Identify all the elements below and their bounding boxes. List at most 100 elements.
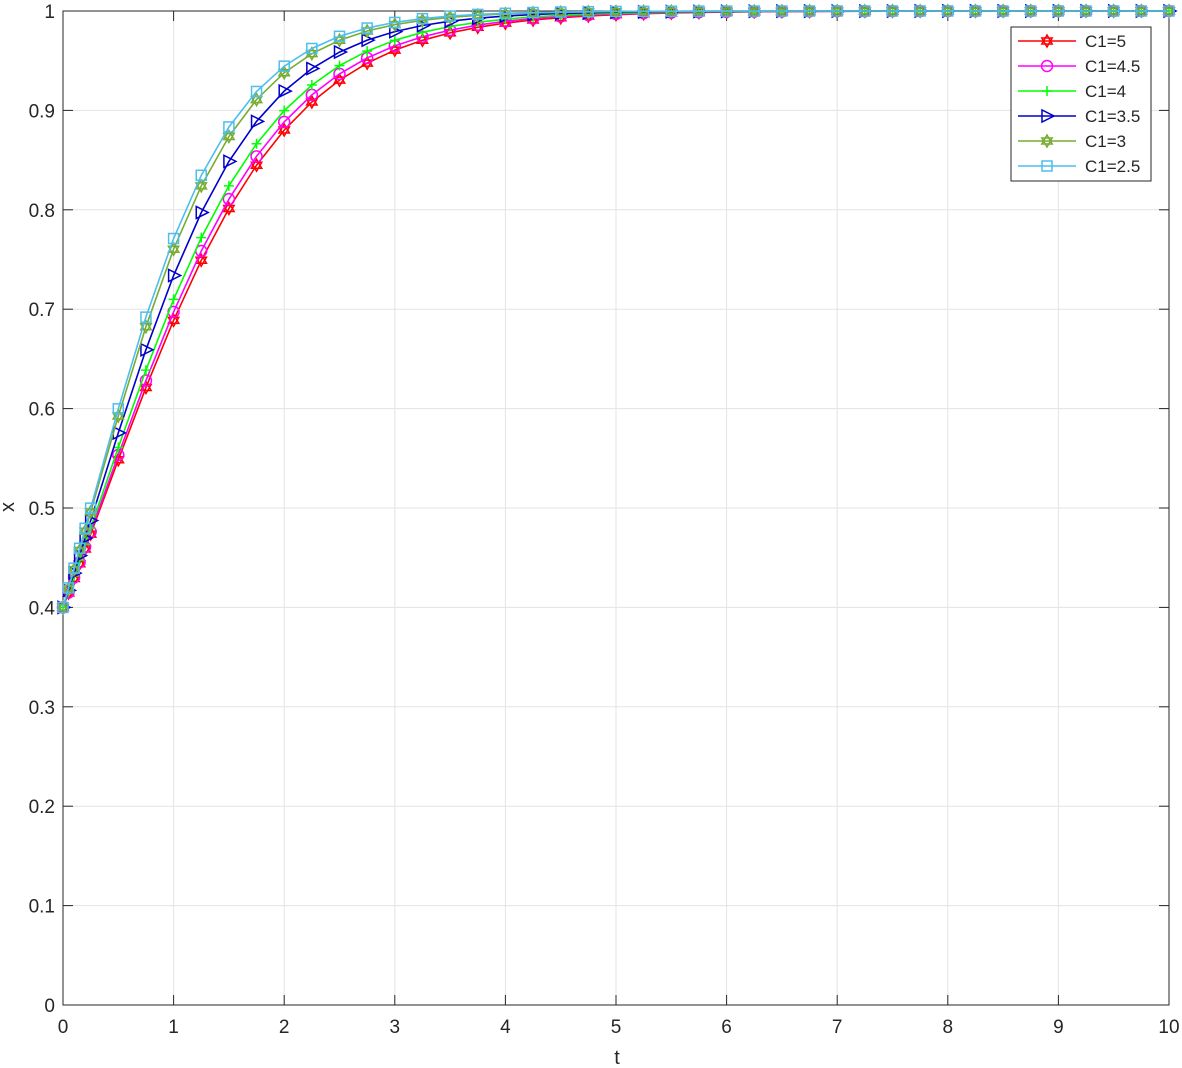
data-point xyxy=(250,92,264,104)
data-point xyxy=(306,61,321,76)
data-point xyxy=(277,68,291,81)
data-point xyxy=(472,8,484,21)
data-point xyxy=(112,403,125,415)
data-point xyxy=(333,76,346,88)
data-point xyxy=(360,59,374,71)
data-point xyxy=(111,452,125,464)
data-point xyxy=(1025,5,1037,17)
data-point xyxy=(664,3,678,16)
y-tick-label: 0.2 xyxy=(29,797,55,818)
data-point xyxy=(222,128,236,141)
y-tick-label: 0.9 xyxy=(29,101,55,122)
legend-label: C1=3 xyxy=(1085,132,1126,151)
y-tick-label: 0.6 xyxy=(29,400,55,421)
data-point xyxy=(56,599,70,612)
data-point xyxy=(582,5,595,18)
data-point xyxy=(498,6,512,18)
data-point xyxy=(858,3,872,15)
data-point xyxy=(250,114,266,129)
data-point xyxy=(803,7,817,19)
legend-entry: C1=5 xyxy=(1018,32,1126,51)
data-point xyxy=(1134,7,1148,19)
data-point xyxy=(196,232,207,243)
data-point xyxy=(250,157,264,169)
series-C1=2.5 xyxy=(57,5,1175,614)
data-point xyxy=(78,523,92,535)
x-tick-label: 0 xyxy=(58,1017,69,1038)
y-tick-label: 0.1 xyxy=(29,897,55,918)
data-point xyxy=(333,44,349,60)
data-point xyxy=(886,5,899,17)
legend-label: C1=2.5 xyxy=(1085,157,1140,176)
data-point xyxy=(1052,5,1065,17)
series-line xyxy=(62,10,1169,608)
data-point xyxy=(57,601,69,614)
x-tick-label: 8 xyxy=(943,1017,954,1038)
data-point xyxy=(609,4,623,16)
data-point xyxy=(195,205,210,220)
x-tick-label: 5 xyxy=(611,1017,622,1038)
data-point xyxy=(1163,5,1175,17)
data-point xyxy=(1041,160,1053,172)
data-point xyxy=(1042,86,1052,96)
data-point xyxy=(858,7,872,19)
data-point xyxy=(913,3,927,15)
data-point xyxy=(223,121,235,133)
data-point xyxy=(969,5,982,17)
data-point xyxy=(62,582,75,594)
data-point xyxy=(223,154,238,169)
data-point xyxy=(113,442,124,453)
data-point xyxy=(1135,5,1148,17)
y-tick-label: 0 xyxy=(44,996,55,1017)
y-tick-label: 1 xyxy=(44,2,55,23)
data-point xyxy=(554,6,567,18)
data-point xyxy=(1040,33,1054,45)
y-axis-label: x xyxy=(0,502,19,512)
data-point xyxy=(914,5,926,17)
x-tick-label: 7 xyxy=(832,1017,843,1038)
data-point xyxy=(167,245,181,257)
y-tick-label: 0.8 xyxy=(29,201,55,222)
data-point xyxy=(1079,7,1093,19)
data-point xyxy=(222,204,236,216)
data-point xyxy=(1051,3,1065,15)
data-point xyxy=(277,115,291,129)
legend-label: C1=4.5 xyxy=(1085,57,1140,76)
data-point xyxy=(84,504,98,516)
legend-entry: C1=2.5 xyxy=(1018,157,1140,176)
legend-entry: C1=4 xyxy=(1018,82,1126,101)
data-point xyxy=(803,5,816,17)
data-point xyxy=(195,169,207,182)
data-point xyxy=(388,46,402,58)
data-point xyxy=(776,5,788,17)
data-point xyxy=(1162,7,1176,19)
data-point xyxy=(941,3,955,15)
data-point xyxy=(443,13,457,25)
data-point xyxy=(665,5,678,17)
data-point xyxy=(637,3,651,16)
data-point xyxy=(416,12,429,25)
data-point xyxy=(720,3,734,15)
legend-label: C1=3.5 xyxy=(1085,107,1140,126)
series-lines xyxy=(56,3,1178,615)
data-point xyxy=(1041,108,1056,124)
data-point xyxy=(250,150,263,163)
data-point xyxy=(362,46,373,57)
data-point xyxy=(305,46,319,58)
legend-entry: C1=3.5 xyxy=(1018,107,1140,126)
data-point xyxy=(554,8,568,20)
data-point xyxy=(610,5,622,18)
x-tick-label: 3 xyxy=(390,1017,401,1038)
data-point xyxy=(803,3,817,15)
data-point xyxy=(747,3,761,15)
legend-label: C1=5 xyxy=(1085,32,1126,51)
data-point xyxy=(526,9,540,21)
data-point xyxy=(692,7,706,19)
data-point xyxy=(692,3,706,15)
data-point xyxy=(1107,5,1120,17)
legend: C1=5 C1=4.5 C1=4 C1=3.5 C1=3 C1=2.5 xyxy=(1010,26,1152,182)
data-point xyxy=(581,8,595,20)
data-point xyxy=(1080,5,1092,17)
data-point xyxy=(720,7,734,19)
